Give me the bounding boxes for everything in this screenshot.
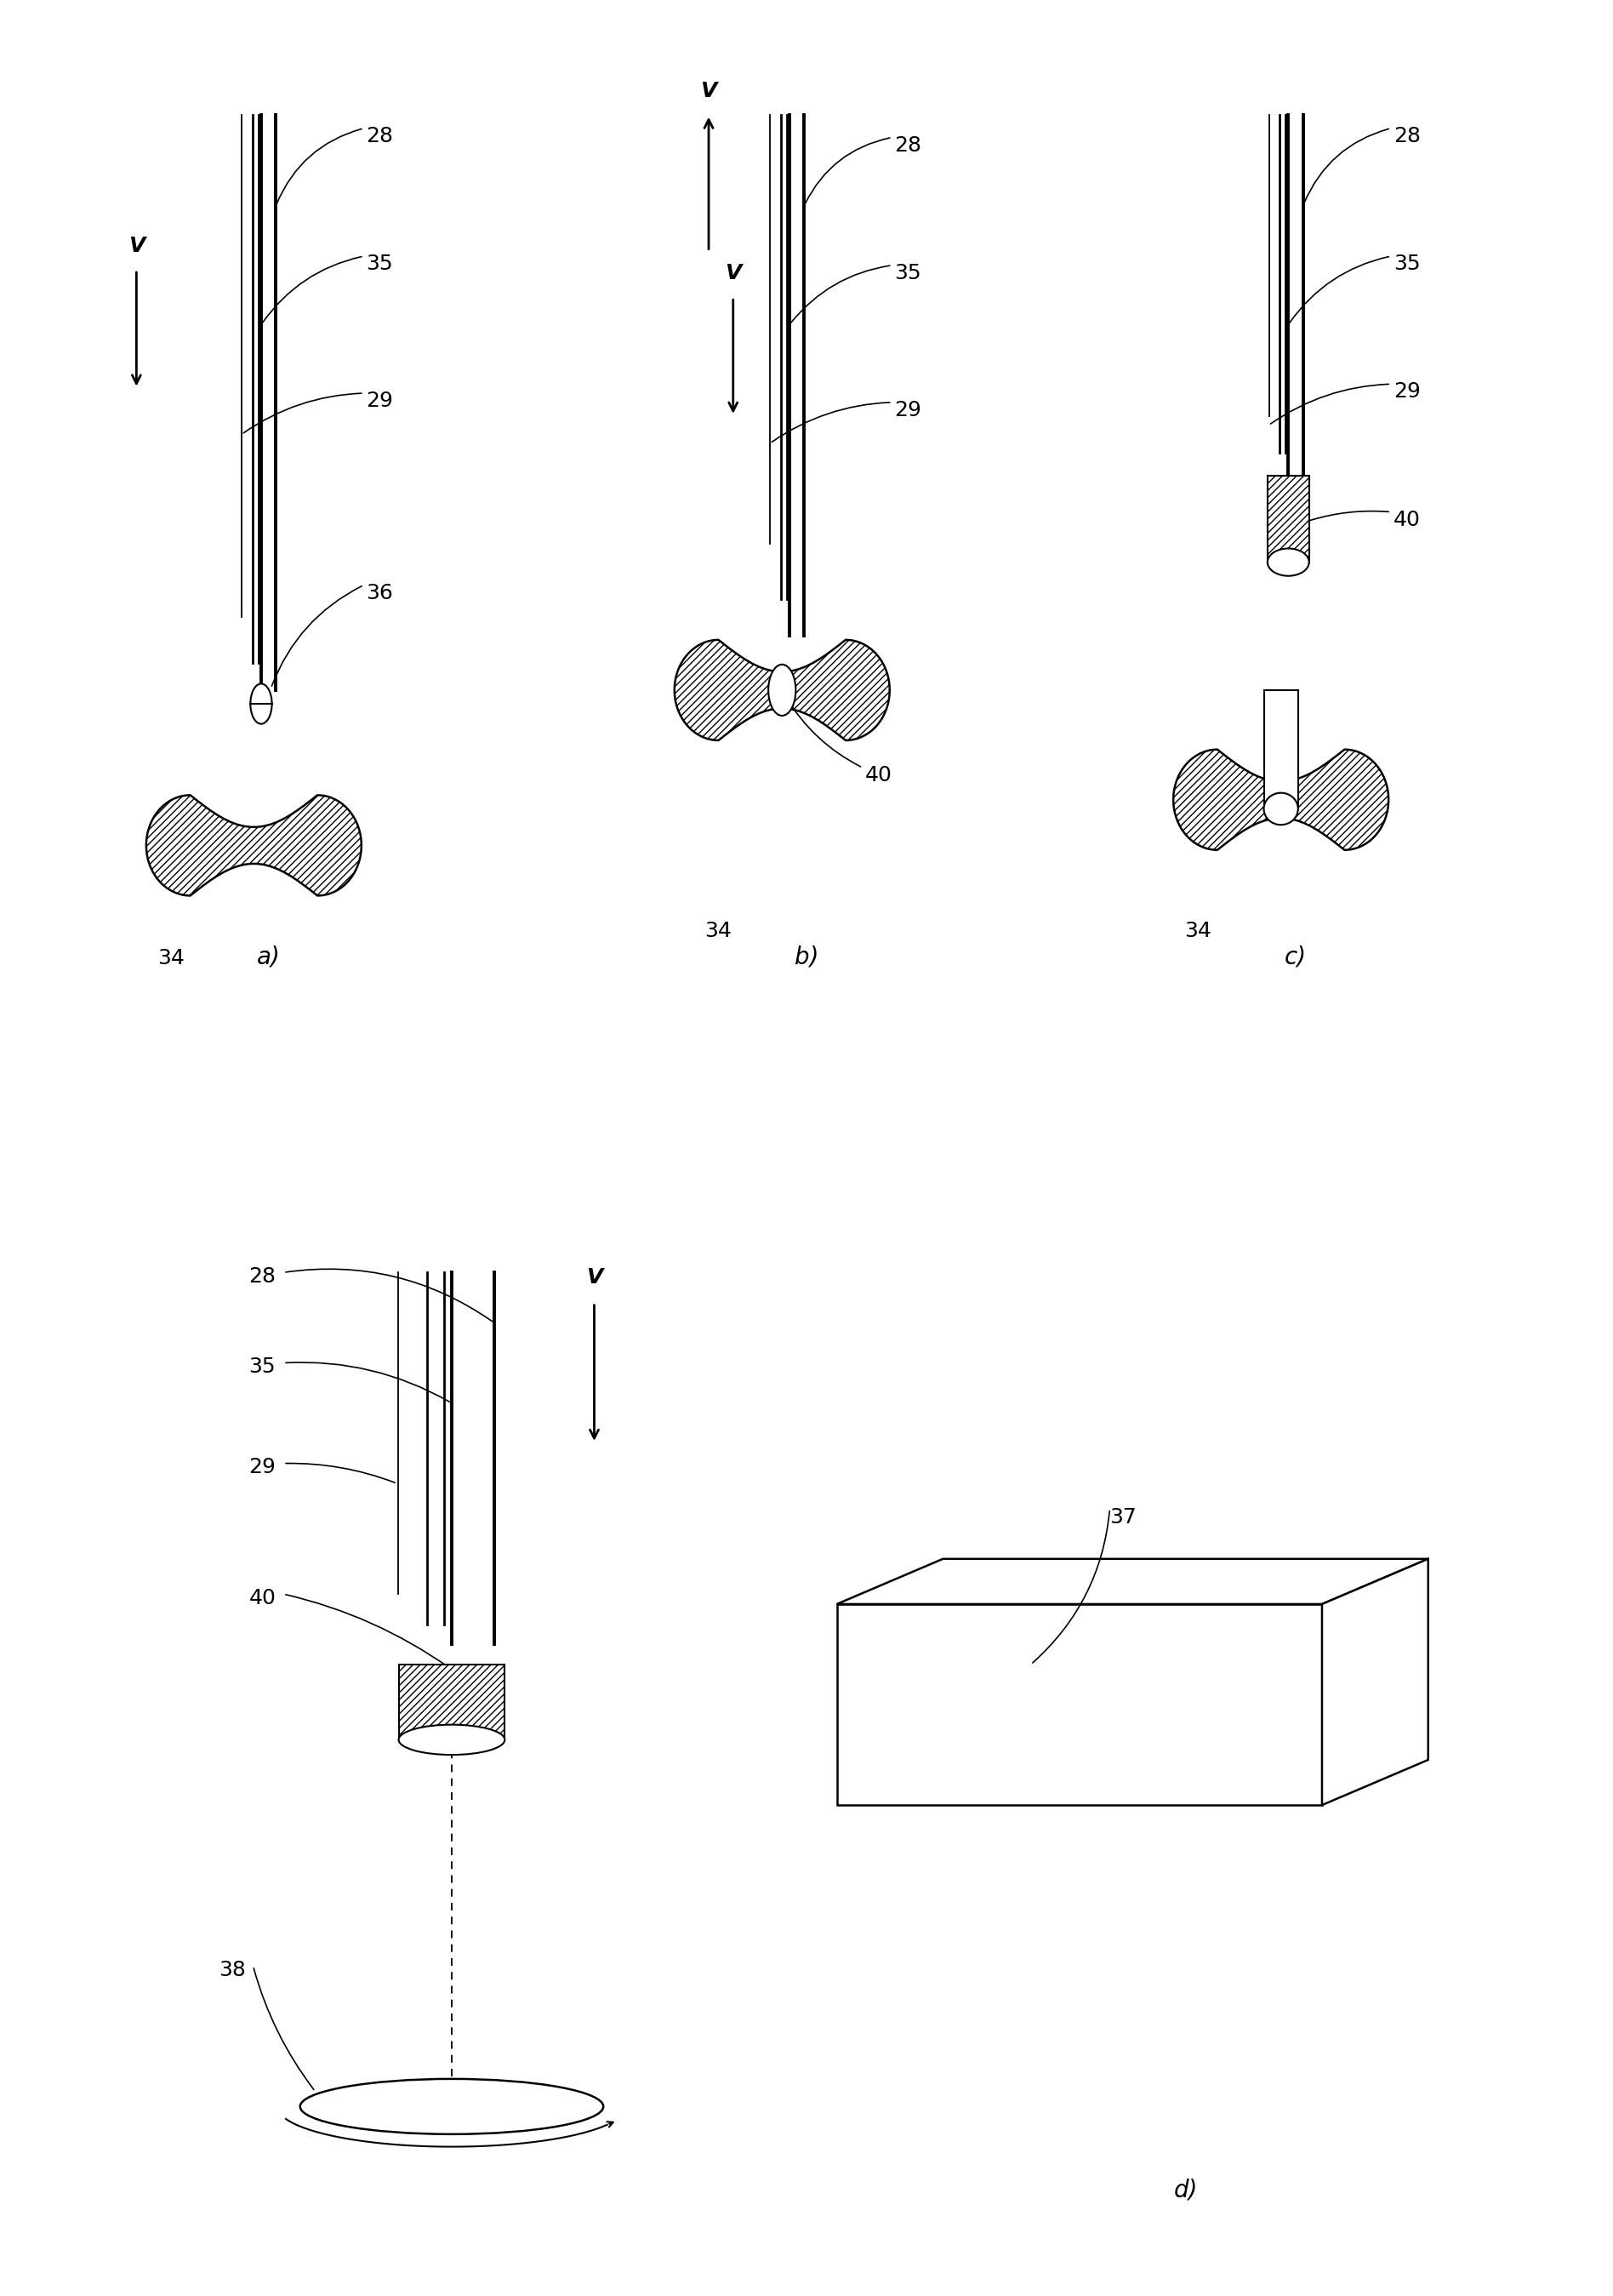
Text: 35: 35 [895,262,921,282]
Text: 28: 28 [366,126,394,147]
Text: 35: 35 [366,253,394,273]
Ellipse shape [1268,549,1310,576]
Text: a): a) [256,946,281,969]
Bar [398,1665,505,1740]
Text: 28: 28 [895,135,921,156]
Polygon shape [1323,1559,1428,1805]
Text: c): c) [1284,946,1307,969]
Polygon shape [674,641,890,739]
Text: 38: 38 [218,1961,245,1979]
Text: V: V [724,264,742,285]
Text: 37: 37 [1110,1508,1137,1527]
Text: 28: 28 [1394,126,1421,147]
Ellipse shape [1265,792,1298,824]
Bar [1268,475,1310,563]
Text: 40: 40 [865,765,892,785]
Text: d): d) [1173,2179,1198,2202]
Polygon shape [837,1559,1428,1605]
Text: 29: 29 [895,400,921,420]
Ellipse shape [300,2078,603,2135]
Text: 29: 29 [248,1458,276,1479]
Text: 34: 34 [156,948,184,969]
Text: 29: 29 [1394,381,1421,402]
Polygon shape [837,1605,1323,1805]
Text: 29: 29 [366,390,394,411]
Text: 35: 35 [1394,253,1421,273]
Polygon shape [147,794,361,895]
Ellipse shape [398,1724,505,1754]
Text: V: V [127,236,145,257]
Text: 34: 34 [705,921,732,941]
Text: b): b) [794,946,819,969]
Circle shape [250,684,273,723]
Circle shape [768,664,795,716]
Polygon shape [1173,748,1389,850]
Text: 34: 34 [1184,921,1211,941]
Text: 28: 28 [248,1267,276,1286]
Bar [1265,691,1298,808]
Text: 36: 36 [366,583,394,604]
Text: 40: 40 [1394,510,1421,530]
Text: 35: 35 [248,1357,276,1378]
Text: V: V [586,1267,603,1288]
Text: 40: 40 [248,1589,276,1607]
Text: V: V [700,80,716,101]
